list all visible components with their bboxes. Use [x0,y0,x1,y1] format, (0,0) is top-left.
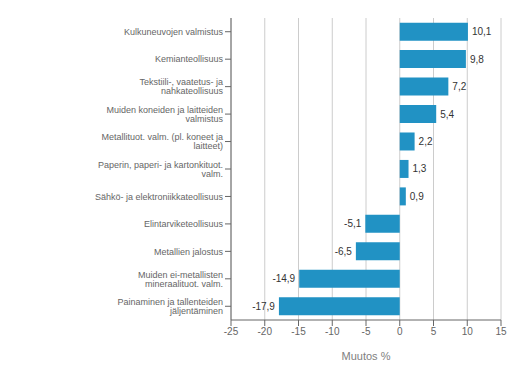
svg-text:10: 10 [462,326,474,337]
svg-text:2,2: 2,2 [419,136,433,147]
svg-text:0: 0 [397,326,403,337]
svg-text:Painaminen ja tallenteidenjälj: Painaminen ja tallenteidenjäljentäminen [117,297,223,316]
svg-text:-6,5: -6,5 [335,246,353,257]
svg-text:5: 5 [431,326,437,337]
svg-text:-25: -25 [224,326,239,337]
svg-text:Metallituot. valm. (pl. koneet: Metallituot. valm. (pl. koneet jalaittee… [101,132,223,151]
svg-text:Tekstiili-, vaatetus- janahkat: Tekstiili-, vaatetus- janahkateollisuus [139,77,223,96]
svg-text:0,9: 0,9 [410,191,424,202]
svg-text:Elintarviketeollisuus: Elintarviketeollisuus [144,219,224,229]
svg-text:-15: -15 [291,326,306,337]
svg-text:Sähkö- ja elektroniikkateollis: Sähkö- ja elektroniikkateollisuus [95,192,224,202]
svg-text:Kemianteollisuus: Kemianteollisuus [155,54,224,64]
svg-text:-5: -5 [362,326,371,337]
svg-text:Muiden koneiden ja laitteidenv: Muiden koneiden ja laitteidenvalmistus [106,105,223,124]
svg-text:-5,1: -5,1 [344,218,362,229]
svg-text:-17,9: -17,9 [252,301,275,312]
svg-text:5,4: 5,4 [440,109,454,120]
svg-text:-14,9: -14,9 [272,273,295,284]
svg-text:Paperin, paperi- ja kartonkitu: Paperin, paperi- ja kartonkituot.valm. [98,160,223,179]
svg-text:10,1: 10,1 [472,26,492,37]
svg-text:1,3: 1,3 [413,163,427,174]
svg-text:Muutos %: Muutos % [342,350,391,362]
svg-text:9,8: 9,8 [470,54,484,65]
svg-text:Muiden ei-metallistenmineraali: Muiden ei-metallistenmineraalituot. valm… [138,270,223,289]
svg-text:15: 15 [495,326,507,337]
svg-text:7,2: 7,2 [452,81,466,92]
svg-text:-20: -20 [258,326,273,337]
svg-text:Kulkuneuvojen valmistus: Kulkuneuvojen valmistus [124,27,224,37]
svg-text:Metallien jalostus: Metallien jalostus [154,247,224,257]
svg-text:-10: -10 [325,326,340,337]
